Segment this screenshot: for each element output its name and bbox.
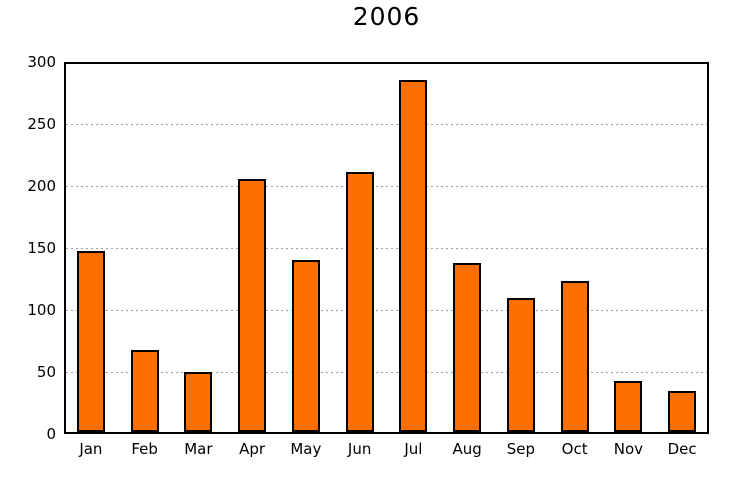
y-axis-tick-label-0: 0 — [46, 425, 56, 443]
x-axis-tick-label-mar: Mar — [184, 440, 213, 458]
gridline-y250 — [66, 124, 707, 125]
gridline-y150 — [66, 248, 707, 249]
gridline-y50 — [66, 372, 707, 373]
bar-nov — [614, 381, 643, 432]
bar-oct — [560, 281, 589, 432]
x-axis-tick-label-may: May — [290, 440, 322, 458]
x-axis-tick-label-jan: Jan — [79, 440, 103, 458]
x-axis-tick-label-oct: Oct — [561, 440, 588, 458]
bar-jun — [345, 172, 374, 432]
gridline-y100 — [66, 310, 707, 311]
x-axis-tick-label-sep: Sep — [506, 440, 536, 458]
y-axis-tick-label-250: 250 — [27, 115, 56, 133]
bar-feb — [130, 350, 159, 432]
bar-dec — [668, 391, 697, 432]
bar-apr — [238, 179, 267, 432]
bar-jul — [399, 80, 428, 432]
bar-sep — [506, 298, 535, 432]
bar-aug — [453, 263, 482, 432]
x-axis-tick-label-feb: Feb — [131, 440, 158, 458]
x-axis-tick-label-dec: Dec — [667, 440, 697, 458]
gridline-y200 — [66, 186, 707, 187]
x-axis-tick-label-jul: Jul — [404, 440, 423, 458]
x-axis-tick-label-jun: Jun — [347, 440, 372, 458]
plot-area — [64, 62, 709, 434]
bar-jan — [76, 251, 105, 432]
bar-may — [291, 260, 320, 432]
y-axis-tick-label-50: 50 — [36, 363, 56, 381]
bar-mar — [184, 372, 213, 432]
y-axis-tick-label-100: 100 — [27, 301, 56, 319]
x-axis-tick-label-nov: Nov — [613, 440, 644, 458]
y-axis-tick-label-150: 150 — [27, 239, 56, 257]
x-axis-tick-label-apr: Apr — [239, 440, 266, 458]
y-axis-tick-label-200: 200 — [27, 177, 56, 195]
chart-title: 2006 — [352, 2, 421, 31]
y-axis-tick-label-300: 300 — [27, 53, 56, 71]
x-axis-tick-label-aug: Aug — [452, 440, 482, 458]
